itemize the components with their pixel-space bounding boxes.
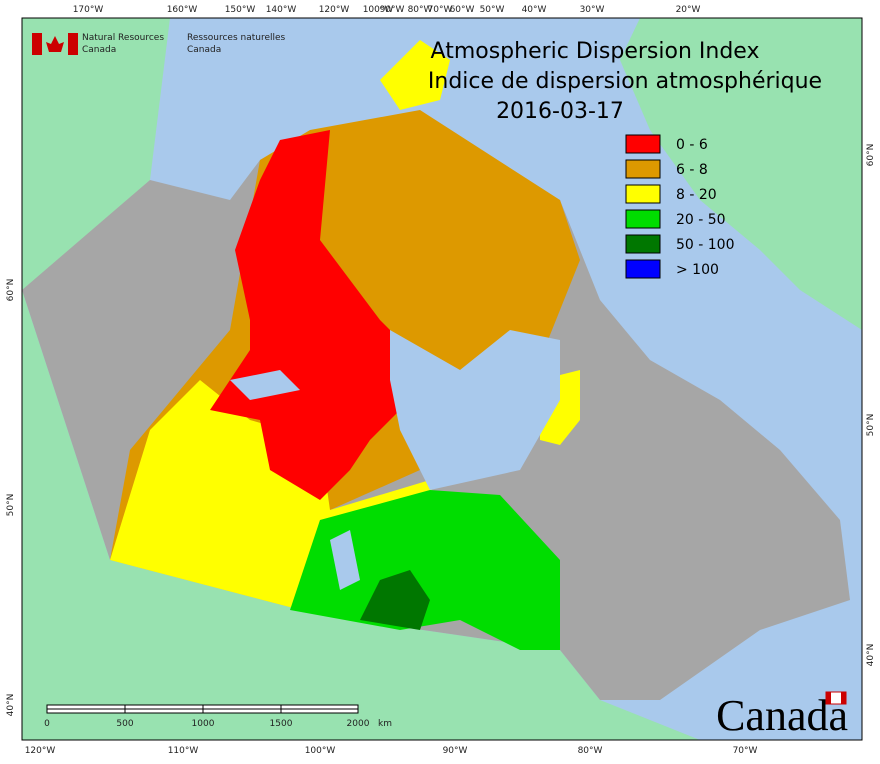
- legend-label: 20 - 50: [676, 212, 726, 228]
- zone-8-20-north: [380, 40, 450, 110]
- scale-bar-segment: [280, 708, 359, 714]
- title-fr: Indice de dispersion atmosphérique: [428, 69, 822, 94]
- longitude-label: 60°W: [450, 5, 475, 15]
- scale-label: 0: [44, 719, 50, 729]
- longitude-label: 110°W: [168, 746, 199, 756]
- longitude-label: 100°W: [363, 5, 394, 15]
- longitude-label: 70°W: [428, 5, 453, 15]
- longitude-label: 50°W: [480, 5, 505, 15]
- flag-bar: [32, 33, 42, 55]
- agency-fr: Canada: [187, 45, 221, 55]
- nrcan-logo: Natural Resources Canada Ressources natu…: [32, 33, 286, 55]
- longitude-label: 120°W: [319, 5, 350, 15]
- legend-swatch: [625, 259, 661, 279]
- legend-label: 8 - 20: [676, 187, 717, 203]
- scale-bar-segment: [124, 708, 204, 714]
- legend-label: 50 - 100: [676, 237, 735, 253]
- longitude-label: 160°W: [167, 5, 198, 15]
- wordmark-flag-bar: [826, 692, 831, 704]
- alaska: [22, 18, 170, 300]
- legend-swatch: [625, 234, 661, 254]
- longitude-label: 120°W: [25, 746, 56, 756]
- legend-label: 0 - 6: [676, 137, 708, 153]
- latitude-label: 60°N: [866, 144, 876, 167]
- legend-swatch: [625, 184, 661, 204]
- hudson-bay: [390, 330, 560, 490]
- longitude-label: 90°W: [443, 746, 468, 756]
- longitude-label: 70°W: [733, 746, 758, 756]
- maple-leaf: [46, 36, 64, 52]
- latitude-label: 60°N: [6, 279, 16, 302]
- scale-unit: km: [378, 719, 392, 729]
- legend-swatch: [625, 134, 661, 154]
- longitude-label: 140°W: [266, 5, 297, 15]
- wordmark-flag-bar: [841, 692, 846, 704]
- scale-bar-segment: [46, 704, 126, 710]
- title: Atmospheric Dispersion Index: [431, 39, 760, 64]
- united-states: [22, 290, 700, 740]
- longitude-label: 150°W: [225, 5, 256, 15]
- longitude-label: 80°W: [578, 746, 603, 756]
- longitude-label: 30°W: [580, 5, 605, 15]
- frame-border: [21, 17, 863, 741]
- lake: [230, 370, 300, 400]
- zone-20-50: [290, 490, 560, 650]
- latitude-label: 40°N: [866, 644, 876, 667]
- scale-label: 1500: [270, 719, 293, 729]
- latitude-label: 50°N: [6, 494, 16, 517]
- agency-en: Canada: [82, 45, 116, 55]
- wordmark-text: Canada: [716, 691, 848, 740]
- longitude-label: 80°W: [408, 5, 433, 15]
- scale-label: 2000: [347, 719, 370, 729]
- longitude-label: 20°W: [676, 5, 701, 15]
- zone-50-100: [360, 570, 430, 630]
- legend-swatch: [625, 159, 661, 179]
- zone-0-6: [210, 130, 420, 500]
- scale-label: 500: [116, 719, 133, 729]
- scale-label: 1000: [192, 719, 215, 729]
- latitude-label: 50°N: [866, 414, 876, 437]
- legend-swatch: [625, 209, 661, 229]
- agency-en: Natural Resources: [82, 33, 164, 43]
- legend-label: 6 - 8: [676, 162, 708, 178]
- lake: [330, 530, 360, 590]
- date: 2016-03-17: [496, 99, 624, 124]
- latitude-label: 40°N: [6, 694, 16, 717]
- map-frame: [21, 17, 863, 741]
- wordmark: Canada: [716, 691, 848, 740]
- longitude-label: 100°W: [305, 746, 336, 756]
- agency-fr: Ressources naturelles: [187, 33, 286, 43]
- scale-bar-segment: [202, 704, 282, 710]
- longitude-label: 170°W: [73, 5, 104, 15]
- longitude-label: 90°W: [380, 5, 405, 15]
- greenland: [620, 18, 862, 330]
- scale-bar: 0 500 1000 1500 2000 km: [44, 704, 392, 729]
- longitude-label: 40°W: [522, 5, 547, 15]
- legend-label: > 100: [676, 262, 719, 278]
- flag-bar: [68, 33, 78, 55]
